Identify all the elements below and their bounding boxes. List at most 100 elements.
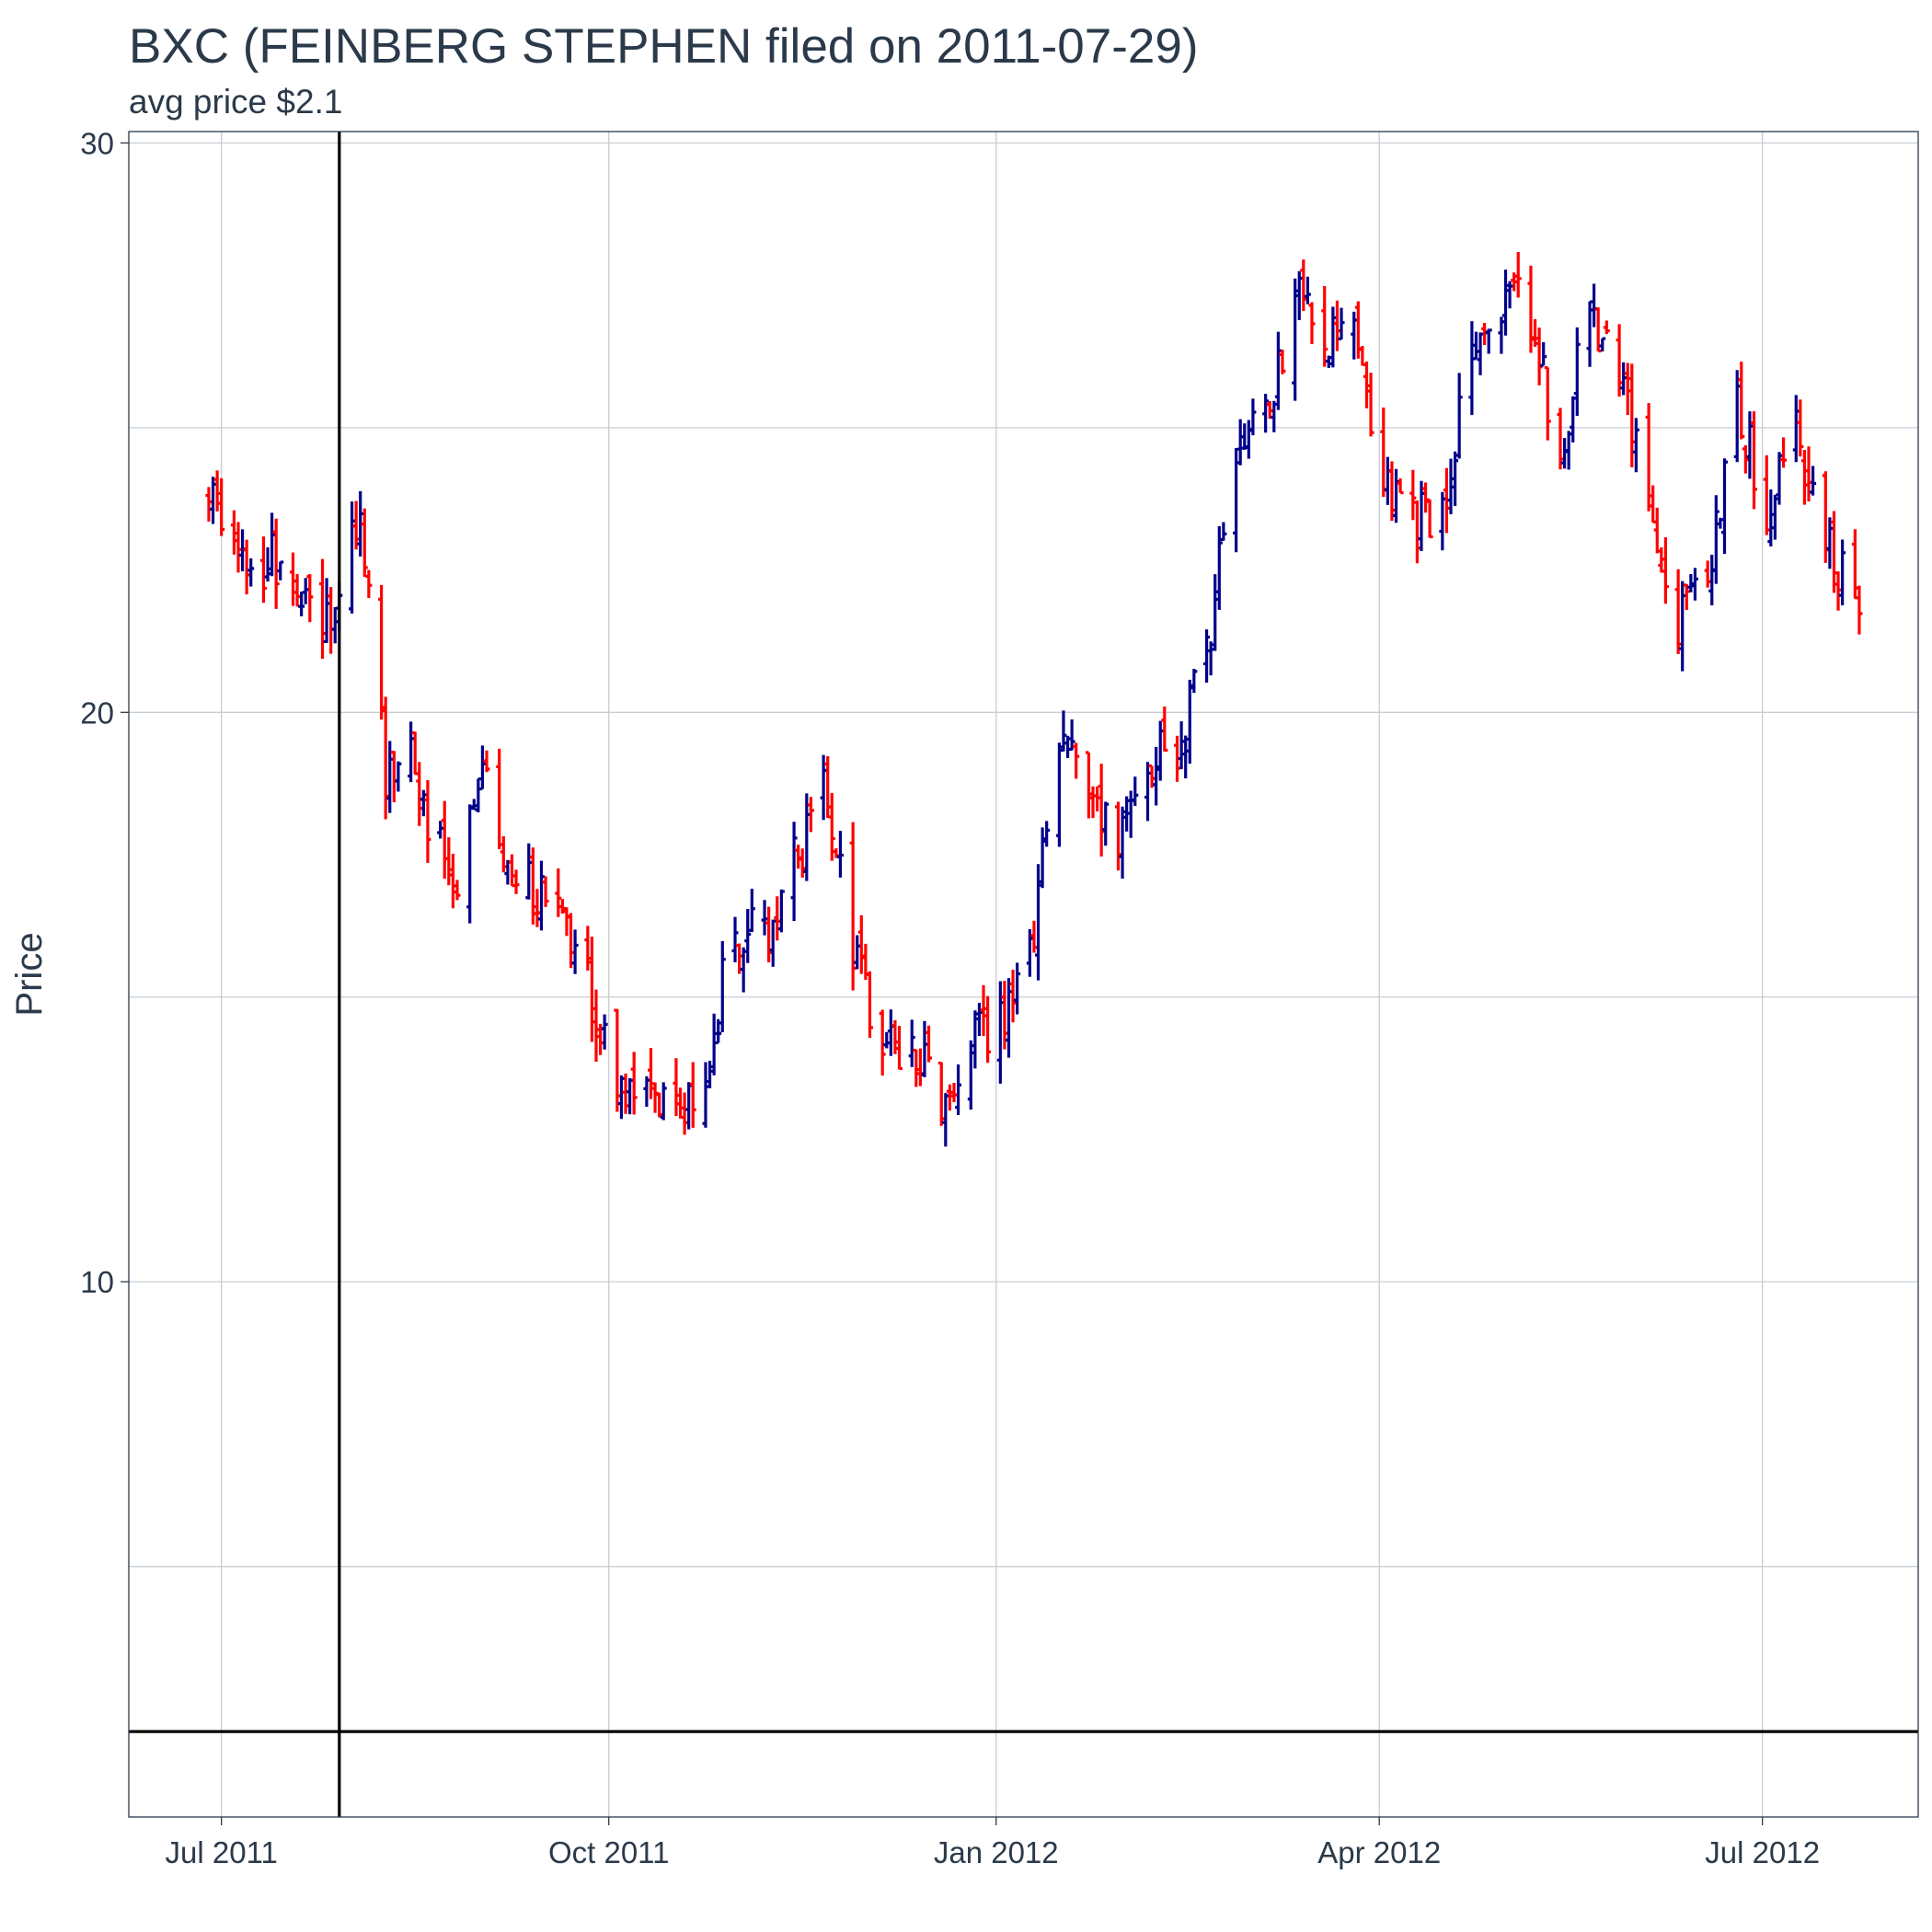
- ohlc-bar: [1292, 278, 1299, 401]
- ohlc-bar: [1452, 451, 1459, 507]
- ohlc-bar: [293, 573, 301, 607]
- ohlc-bar: [1544, 365, 1551, 441]
- ohlc-bar: [1279, 350, 1286, 374]
- ohlc-bars: [205, 251, 1863, 1147]
- ohlc-bar: [836, 831, 844, 878]
- ohlc-bar: [1712, 495, 1719, 584]
- x-tick-label: Apr 2012: [1317, 1835, 1441, 1869]
- ohlc-bar: [1447, 458, 1455, 514]
- ohlc-bar: [656, 1092, 663, 1118]
- ohlc-bar: [1746, 411, 1754, 479]
- ohlc-bar: [1039, 827, 1046, 889]
- ohlc-bar: [1132, 776, 1139, 807]
- ohlc-bar: [702, 1062, 709, 1128]
- ohlc-bar: [1333, 300, 1340, 351]
- ohlc-bar: [1565, 431, 1572, 470]
- ohlc-bar: [1561, 438, 1569, 469]
- ohlc-bar: [1620, 362, 1627, 396]
- ohlc-bar: [824, 755, 832, 819]
- ohlc-bar: [1826, 517, 1834, 569]
- ohlc-bar: [921, 1020, 928, 1077]
- ohlc-bar: [1797, 399, 1804, 457]
- ohlc-bar: [740, 947, 747, 993]
- x-tick-label: Jul 2012: [1705, 1835, 1820, 1869]
- ohlc-bar: [328, 587, 335, 654]
- ohlc-bar: [955, 1064, 962, 1116]
- ohlc-bar: [1662, 536, 1669, 604]
- ohlc-bar: [883, 1031, 891, 1049]
- ohlc-bar: [378, 584, 385, 720]
- ohlc-bar: [1650, 485, 1657, 523]
- ohlc-bar: [1573, 327, 1581, 417]
- ohlc-bar: [719, 940, 726, 1032]
- ohlc-bar: [269, 512, 276, 577]
- ohlc-bar: [908, 1019, 915, 1067]
- ohlc-bar: [1591, 283, 1598, 328]
- ohlc-bar: [395, 761, 402, 792]
- ohlc-bar: [382, 696, 389, 820]
- ohlc-bar: [496, 748, 503, 850]
- ohlc-bar: [1262, 394, 1270, 433]
- ohlc-bar: [887, 1009, 894, 1056]
- ohlc-bar: [1839, 539, 1846, 605]
- ohlc-bar: [1233, 447, 1240, 553]
- ohlc-bar: [1683, 583, 1690, 610]
- ohlc-bar: [1148, 764, 1156, 788]
- ohlc-bar: [1098, 764, 1105, 857]
- ohlc-bar: [1704, 560, 1711, 588]
- ohlc-bar: [942, 1093, 949, 1147]
- ohlc-bar: [1691, 568, 1698, 601]
- ohlc-bar: [272, 518, 280, 609]
- ohlc-bar: [512, 869, 520, 894]
- ohlc-bar: [601, 1014, 608, 1050]
- ohlc-bar: [1527, 265, 1535, 353]
- ohlc-bar: [1245, 420, 1252, 459]
- ohlc-bar: [790, 822, 798, 922]
- ohlc-bar: [1632, 418, 1639, 473]
- ohlc-bar: [1271, 400, 1278, 432]
- ohlc-bar: [630, 1052, 638, 1115]
- ohlc-bar: [230, 510, 237, 555]
- ohlc-bar: [1308, 302, 1316, 345]
- ohlc-bar: [1203, 629, 1211, 684]
- ohlc-bar: [298, 592, 305, 616]
- ohlc-bar: [1413, 500, 1420, 564]
- ohlc-bar: [731, 916, 739, 963]
- ohlc-bar: [259, 536, 267, 604]
- ohlc-bar: [849, 822, 857, 991]
- ohlc-bar: [1300, 259, 1307, 311]
- ohlc-bar: [1123, 796, 1131, 832]
- ohlc-bar: [475, 777, 482, 812]
- ohlc-bar: [1384, 456, 1391, 505]
- ohlc-bar: [820, 754, 827, 821]
- ohlc-bar: [1060, 710, 1067, 753]
- ohlc-bar: [1616, 324, 1623, 397]
- ohlc-bar: [1751, 411, 1758, 510]
- ohlc-bar: [984, 995, 992, 1064]
- ohlc-bar: [1514, 251, 1522, 298]
- ohlc-bar: [437, 821, 444, 839]
- ohlc-bar: [1393, 468, 1400, 523]
- y-tick-label: 10: [80, 1265, 114, 1299]
- ohlc-bar: [828, 792, 835, 861]
- ohlc-bar: [247, 558, 255, 587]
- ohlc-bar: [1085, 751, 1092, 819]
- ohlc-bar: [1388, 461, 1396, 522]
- ohlc-bar: [1043, 821, 1051, 847]
- ohlc-bar: [1708, 554, 1716, 605]
- ohlc-bar: [1472, 331, 1479, 361]
- ohlc-bar: [1190, 668, 1198, 694]
- ohlc-bar: [614, 1008, 621, 1112]
- ohlc-bar: [1477, 332, 1484, 375]
- ohlc-bar: [386, 741, 394, 813]
- ohlc-bar: [235, 522, 242, 573]
- ohlc-bar: [777, 889, 785, 933]
- ohlc-bar: [449, 854, 456, 909]
- ohlc-bar: [1127, 790, 1134, 838]
- ohlc-bar: [302, 578, 309, 604]
- ohlc-bar: [1186, 679, 1193, 765]
- ohlc-bar: [1742, 444, 1749, 474]
- ohlc-bar: [243, 539, 250, 595]
- ohlc-bar: [213, 470, 221, 512]
